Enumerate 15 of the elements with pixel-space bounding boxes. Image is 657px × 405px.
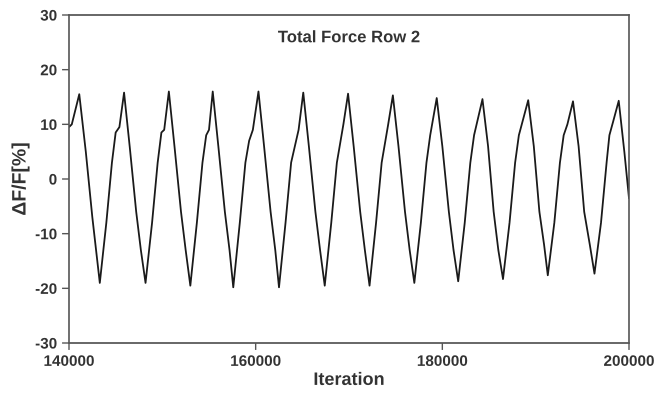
x-tick-label: 140000: [44, 355, 94, 366]
y-tick-label: 0: [49, 174, 57, 185]
y-tick-label: -20: [36, 283, 57, 294]
x-tick-label: 160000: [231, 355, 281, 366]
y-tick-label: 20: [40, 64, 57, 76]
y-tick-label: -10: [36, 228, 57, 240]
line-series: [69, 90, 629, 288]
x-tick-label: 200000: [604, 355, 654, 366]
x-tick-label: 180000: [418, 355, 468, 366]
text: Total Force Row 2: [278, 30, 420, 42]
y-tick-label: 10: [41, 119, 57, 130]
y-axis-title: ΔF/F[%]: [11, 143, 30, 215]
x-axis-title: Iteration: [314, 372, 384, 386]
y-tick-label: 30: [40, 10, 57, 21]
y-tick-label: -30: [36, 338, 57, 349]
